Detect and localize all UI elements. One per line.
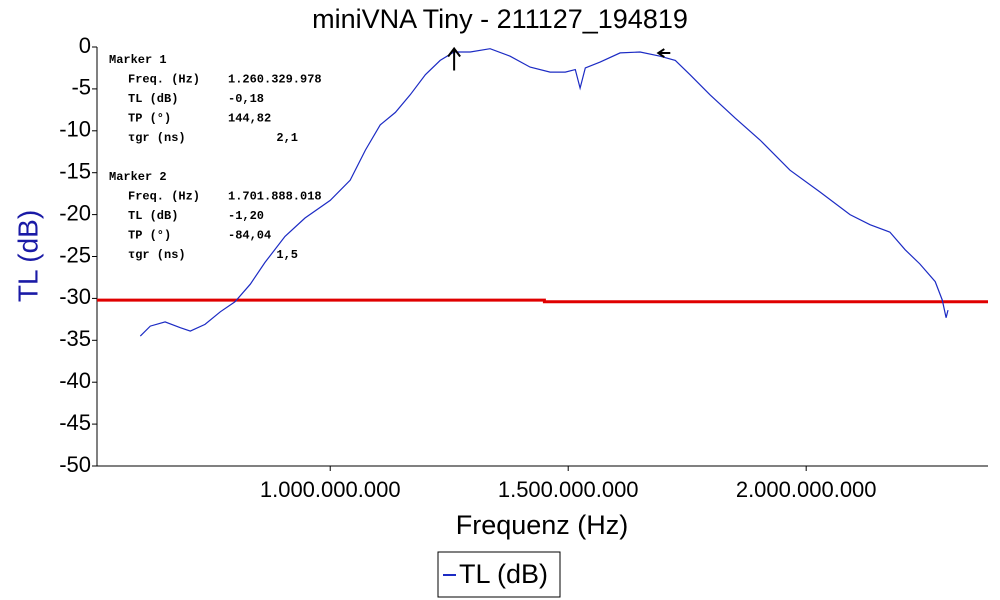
marker-value: 2,1: [276, 131, 298, 145]
marker-field: Freq. (Hz): [128, 190, 200, 204]
y-axis-label: TL (dB): [12, 210, 43, 302]
y-tick-label: -30: [59, 284, 91, 309]
chart-title: miniVNA Tiny - 211127_194819: [312, 4, 688, 34]
marker-value: -84,04: [228, 229, 271, 243]
marker-title: Marker 1: [109, 53, 167, 67]
marker-field: TP (°): [128, 112, 171, 126]
marker-value: 1.260.329.978: [228, 73, 322, 87]
y-tick-label: -5: [71, 75, 91, 100]
marker-title: Marker 2: [109, 170, 167, 184]
marker-arrow: [447, 46, 461, 71]
y-tick-label: -20: [59, 200, 91, 225]
y-tick-label: -10: [59, 117, 91, 142]
marker-value: 1,5: [276, 248, 298, 262]
y-tick-label: -15: [59, 159, 91, 184]
marker-field: TL (dB): [128, 209, 178, 223]
data-line: [139, 48, 949, 337]
marker-field: Freq. (Hz): [128, 73, 200, 87]
marker-value: 1.701.888.018: [228, 190, 322, 204]
y-tick-label: -35: [59, 326, 91, 351]
reference-line: [97, 298, 988, 304]
x-tick-label: 2.000.000.000: [736, 477, 877, 502]
y-tick-label: -45: [59, 410, 91, 435]
marker-field: TP (°): [128, 229, 171, 243]
marker-arrow: [656, 48, 671, 58]
legend-box: [437, 551, 561, 598]
x-tick-label: 1.500.000.000: [498, 477, 639, 502]
marker-value: -1,20: [228, 209, 264, 223]
legend-label: TL (dB): [459, 559, 548, 589]
x-axis-label: Frequenz (Hz): [456, 510, 629, 540]
marker-value: -0,18: [228, 92, 264, 106]
x-tick-label: 1.000.000.000: [260, 477, 401, 502]
y-tick-label: 0: [79, 33, 91, 58]
marker-field: τgr (ns): [128, 248, 186, 262]
marker-field: TL (dB): [128, 92, 178, 106]
marker-field: τgr (ns): [128, 131, 186, 145]
y-tick-label: -40: [59, 368, 91, 393]
y-tick-label: -25: [59, 242, 91, 267]
marker-value: 144,82: [228, 112, 271, 126]
y-tick-label: -50: [59, 452, 91, 477]
